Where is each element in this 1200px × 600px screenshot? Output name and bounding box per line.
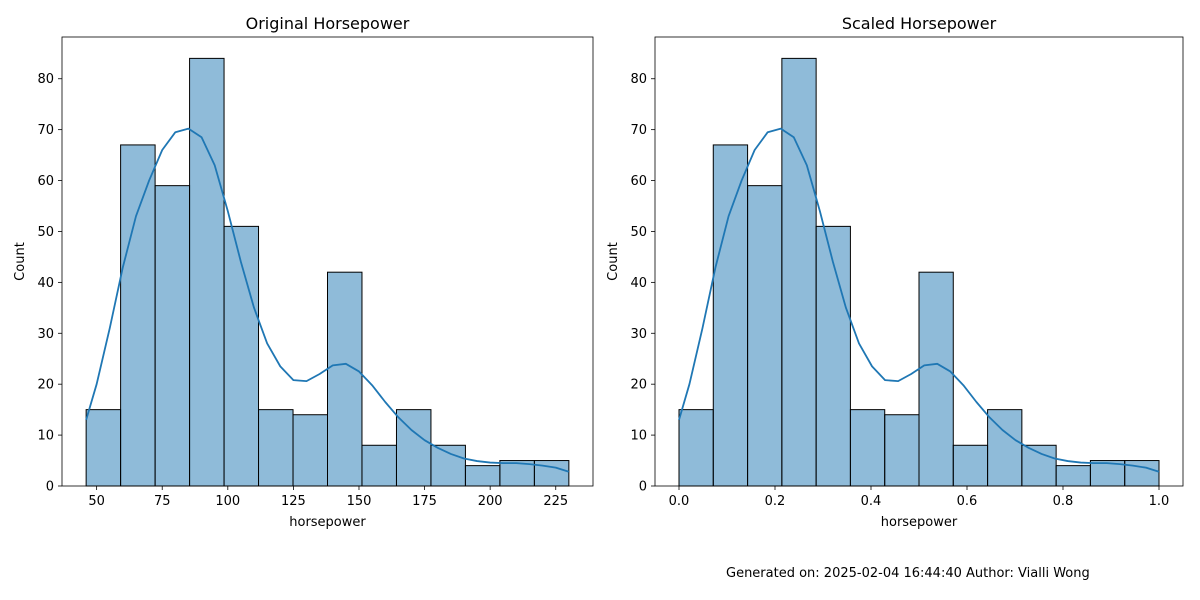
y-tick-label: 30 — [37, 327, 54, 342]
y-tick-label: 60 — [37, 174, 54, 189]
y-tick-label: 20 — [37, 378, 54, 393]
y-axis-label: Count — [606, 242, 621, 281]
histogram-bar — [849, 409, 886, 487]
x-tick-label: 0.0 — [669, 494, 690, 509]
histogram-bar — [678, 409, 714, 487]
histogram-bar — [464, 465, 501, 487]
histogram-bar — [361, 444, 397, 487]
x-tick-label: 0.4 — [861, 494, 882, 509]
y-tick-label: 70 — [37, 123, 54, 138]
x-tick-label: 0.8 — [1053, 494, 1074, 509]
y-tick-label: 80 — [37, 72, 54, 87]
y-tick-label: 10 — [630, 429, 647, 444]
x-tick-label: 50 — [88, 494, 105, 509]
x-tick-label: 125 — [281, 494, 306, 509]
kde-line — [678, 127, 1160, 473]
y-axis-label: Count — [13, 242, 28, 281]
y-tick-label: 40 — [630, 276, 647, 291]
x-tick-label: 175 — [412, 494, 437, 509]
histogram-bar — [1055, 465, 1091, 487]
histogram-bar — [918, 271, 954, 487]
histogram-bar — [952, 444, 989, 487]
histogram-bar — [154, 185, 191, 487]
histogram-bar — [85, 409, 122, 487]
histogram-bar — [292, 414, 328, 487]
y-tick-label: 40 — [37, 276, 54, 291]
x-tick-label: 225 — [543, 494, 568, 509]
x-axis-label: horsepower — [289, 515, 366, 530]
x-tick-label: 1.0 — [1149, 494, 1170, 509]
histogram-bar — [189, 57, 225, 487]
histogram-bar — [327, 271, 363, 487]
plot-frame — [61, 36, 594, 487]
y-tick-label: 80 — [630, 72, 647, 87]
y-tick-label: 70 — [630, 123, 647, 138]
histogram-bar — [1021, 444, 1057, 487]
histogram-bar — [533, 460, 570, 487]
histogram-bar — [747, 185, 783, 487]
x-tick-label: 100 — [215, 494, 240, 509]
x-axis-label: horsepower — [881, 515, 958, 530]
x-tick-label: 0.6 — [957, 494, 978, 509]
histogram-bar — [430, 444, 466, 487]
y-tick-label: 50 — [630, 225, 647, 240]
chart-title: Original Horsepower — [246, 14, 410, 33]
y-tick-label: 30 — [630, 327, 647, 342]
chart-title: Scaled Horsepower — [842, 14, 997, 33]
x-tick-label: 200 — [478, 494, 503, 509]
histogram-bar — [120, 144, 156, 487]
histogram-bar — [223, 225, 260, 487]
footer-caption: Generated on: 2025-02-04 16:44:40 Author… — [726, 566, 1090, 581]
x-tick-label: 0.2 — [765, 494, 786, 509]
x-tick-label: 150 — [347, 494, 372, 509]
chart-panel-original: 50 75 100 125 150 175 200 225 0 10 20 30 40 50 60 70 80 O… — [13, 14, 594, 530]
histogram-bar — [1124, 460, 1160, 487]
histogram-bar — [781, 57, 817, 487]
kde-line — [85, 127, 570, 473]
plot-frame — [654, 36, 1184, 487]
histogram-bar — [258, 409, 294, 487]
y-tick-label: 20 — [630, 378, 647, 393]
y-tick-label: 50 — [37, 225, 54, 240]
chart-panel-scaled: 0.0 0.2 0.4 0.6 0.8 1.0 0 10 20 30 40 50 60 70 80 Scale… — [606, 14, 1184, 530]
histogram-bar — [395, 409, 432, 487]
histogram-bar — [712, 144, 749, 487]
x-tick-label: 75 — [154, 494, 171, 509]
y-tick-label: 10 — [37, 429, 54, 444]
histogram-bar — [884, 414, 920, 487]
y-tick-label: 0 — [46, 480, 54, 495]
y-tick-label: 60 — [630, 174, 647, 189]
y-tick-label: 0 — [639, 480, 647, 495]
